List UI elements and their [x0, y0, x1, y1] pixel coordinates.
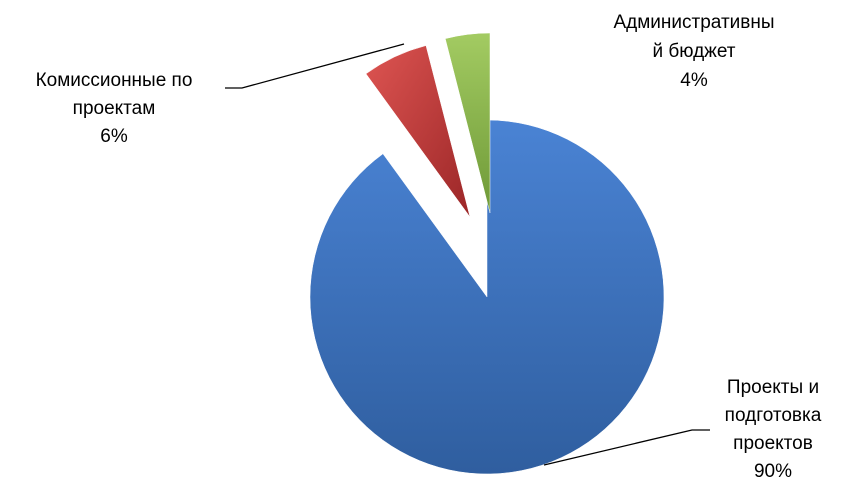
data-label-value: 6%: [100, 126, 128, 147]
data-label-line: проектов: [733, 433, 813, 454]
data-label-admin: Административны й бюджет 4%: [613, 12, 774, 91]
slice-projects: [309, 119, 665, 475]
data-label-projects: Проекты и подготовка проектов 90%: [725, 377, 822, 482]
slice-admin: [444, 32, 491, 214]
data-label-line: й бюджет: [652, 41, 735, 62]
data-label-line: Административны: [613, 12, 774, 33]
data-label-value: 4%: [680, 70, 708, 91]
leader-line-commission: [225, 43, 405, 89]
data-label-value: 90%: [754, 461, 792, 482]
data-label-commission: Комиссионные по проектам 6%: [36, 70, 193, 147]
data-label-line: Комиссионные по: [36, 70, 193, 91]
data-label-line: Проекты и: [727, 377, 819, 398]
slice-commission: [365, 45, 471, 218]
leader-line-projects: [543, 429, 710, 466]
data-label-line: подготовка: [725, 405, 822, 426]
data-label-line: проектам: [73, 98, 156, 119]
